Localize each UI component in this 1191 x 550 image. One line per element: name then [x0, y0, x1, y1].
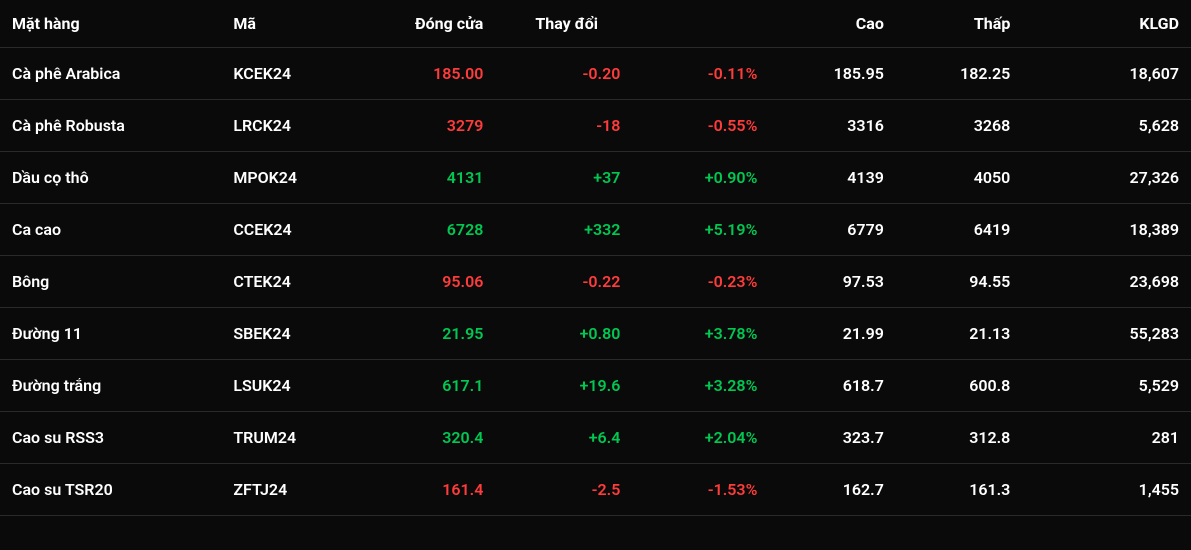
cell-close: 3279: [369, 100, 495, 152]
cell-volume: 281: [1022, 412, 1191, 464]
cell-close: 95.06: [369, 256, 495, 308]
cell-change-abs: -0.22: [495, 256, 632, 308]
cell-volume: 5,628: [1022, 100, 1191, 152]
header-name[interactable]: Mặt hàng: [0, 0, 221, 48]
cell-close: 21.95: [369, 308, 495, 360]
cell-code: LSUK24: [221, 360, 369, 412]
cell-change-pct: -0.55%: [632, 100, 769, 152]
cell-name: Cao su TSR20: [0, 464, 221, 516]
cell-high: 162.7: [769, 464, 895, 516]
header-low[interactable]: Thấp: [896, 0, 1022, 48]
cell-volume: 27,326: [1022, 152, 1191, 204]
cell-close: 617.1: [369, 360, 495, 412]
cell-name: Đường 11: [0, 308, 221, 360]
cell-code: MPOK24: [221, 152, 369, 204]
table-row[interactable]: Ca caoCCEK246728+332+5.19%6779641918,389: [0, 204, 1191, 256]
cell-change-abs: +19.6: [495, 360, 632, 412]
table-row[interactable]: BôngCTEK2495.06-0.22-0.23%97.5394.5523,6…: [0, 256, 1191, 308]
cell-code: TRUM24: [221, 412, 369, 464]
cell-name: Dầu cọ thô: [0, 152, 221, 204]
table-row[interactable]: Cà phê RobustaLRCK243279-18-0.55%3316326…: [0, 100, 1191, 152]
cell-name: Bông: [0, 256, 221, 308]
table-row[interactable]: Dầu cọ thôMPOK244131+37+0.90%4139405027,…: [0, 152, 1191, 204]
cell-name: Ca cao: [0, 204, 221, 256]
cell-close: 6728: [369, 204, 495, 256]
cell-change-abs: -2.5: [495, 464, 632, 516]
commodities-table: Mặt hàng Mã Đóng cửa Thay đổi Cao Thấp K…: [0, 0, 1191, 516]
cell-low: 21.13: [896, 308, 1022, 360]
cell-low: 4050: [896, 152, 1022, 204]
cell-volume: 18,607: [1022, 48, 1191, 100]
cell-low: 6419: [896, 204, 1022, 256]
cell-change-abs: +0.80: [495, 308, 632, 360]
cell-code: LRCK24: [221, 100, 369, 152]
header-volume[interactable]: KLGD: [1022, 0, 1191, 48]
cell-change-pct: +5.19%: [632, 204, 769, 256]
cell-change-abs: +37: [495, 152, 632, 204]
cell-close: 320.4: [369, 412, 495, 464]
cell-low: 182.25: [896, 48, 1022, 100]
cell-code: SBEK24: [221, 308, 369, 360]
cell-close: 161.4: [369, 464, 495, 516]
cell-name: Cao su RSS3: [0, 412, 221, 464]
table-header-row: Mặt hàng Mã Đóng cửa Thay đổi Cao Thấp K…: [0, 0, 1191, 48]
cell-change-abs: -0.20: [495, 48, 632, 100]
cell-code: CCEK24: [221, 204, 369, 256]
table-row[interactable]: Đường 11SBEK2421.95+0.80+3.78%21.9921.13…: [0, 308, 1191, 360]
cell-low: 161.3: [896, 464, 1022, 516]
header-code[interactable]: Mã: [221, 0, 369, 48]
cell-change-abs: +332: [495, 204, 632, 256]
cell-close: 185.00: [369, 48, 495, 100]
header-change[interactable]: Thay đổi: [495, 0, 769, 48]
cell-high: 185.95: [769, 48, 895, 100]
cell-high: 323.7: [769, 412, 895, 464]
cell-change-pct: -0.11%: [632, 48, 769, 100]
cell-high: 3316: [769, 100, 895, 152]
cell-high: 6779: [769, 204, 895, 256]
cell-change-pct: +2.04%: [632, 412, 769, 464]
table-body: Cà phê ArabicaKCEK24185.00-0.20-0.11%185…: [0, 48, 1191, 516]
cell-change-pct: -0.23%: [632, 256, 769, 308]
cell-code: ZFTJ24: [221, 464, 369, 516]
cell-name: Đường trắng: [0, 360, 221, 412]
cell-volume: 23,698: [1022, 256, 1191, 308]
header-high[interactable]: Cao: [769, 0, 895, 48]
cell-volume: 1,455: [1022, 464, 1191, 516]
cell-change-pct: +0.90%: [632, 152, 769, 204]
cell-close: 4131: [369, 152, 495, 204]
cell-volume: 55,283: [1022, 308, 1191, 360]
cell-change-abs: +6.4: [495, 412, 632, 464]
cell-high: 21.99: [769, 308, 895, 360]
cell-name: Cà phê Arabica: [0, 48, 221, 100]
cell-low: 3268: [896, 100, 1022, 152]
cell-low: 94.55: [896, 256, 1022, 308]
table-row[interactable]: Cao su TSR20ZFTJ24161.4-2.5-1.53%162.716…: [0, 464, 1191, 516]
cell-high: 97.53: [769, 256, 895, 308]
cell-change-pct: -1.53%: [632, 464, 769, 516]
cell-low: 312.8: [896, 412, 1022, 464]
table-row[interactable]: Đường trắngLSUK24617.1+19.6+3.28%618.760…: [0, 360, 1191, 412]
cell-change-abs: -18: [495, 100, 632, 152]
header-close[interactable]: Đóng cửa: [369, 0, 495, 48]
cell-volume: 18,389: [1022, 204, 1191, 256]
cell-high: 4139: [769, 152, 895, 204]
cell-change-pct: +3.28%: [632, 360, 769, 412]
cell-high: 618.7: [769, 360, 895, 412]
cell-name: Cà phê Robusta: [0, 100, 221, 152]
table-row[interactable]: Cao su RSS3TRUM24320.4+6.4+2.04%323.7312…: [0, 412, 1191, 464]
cell-code: CTEK24: [221, 256, 369, 308]
table-row[interactable]: Cà phê ArabicaKCEK24185.00-0.20-0.11%185…: [0, 48, 1191, 100]
cell-low: 600.8: [896, 360, 1022, 412]
cell-code: KCEK24: [221, 48, 369, 100]
commodities-table-container: Mặt hàng Mã Đóng cửa Thay đổi Cao Thấp K…: [0, 0, 1191, 516]
cell-change-pct: +3.78%: [632, 308, 769, 360]
cell-volume: 5,529: [1022, 360, 1191, 412]
